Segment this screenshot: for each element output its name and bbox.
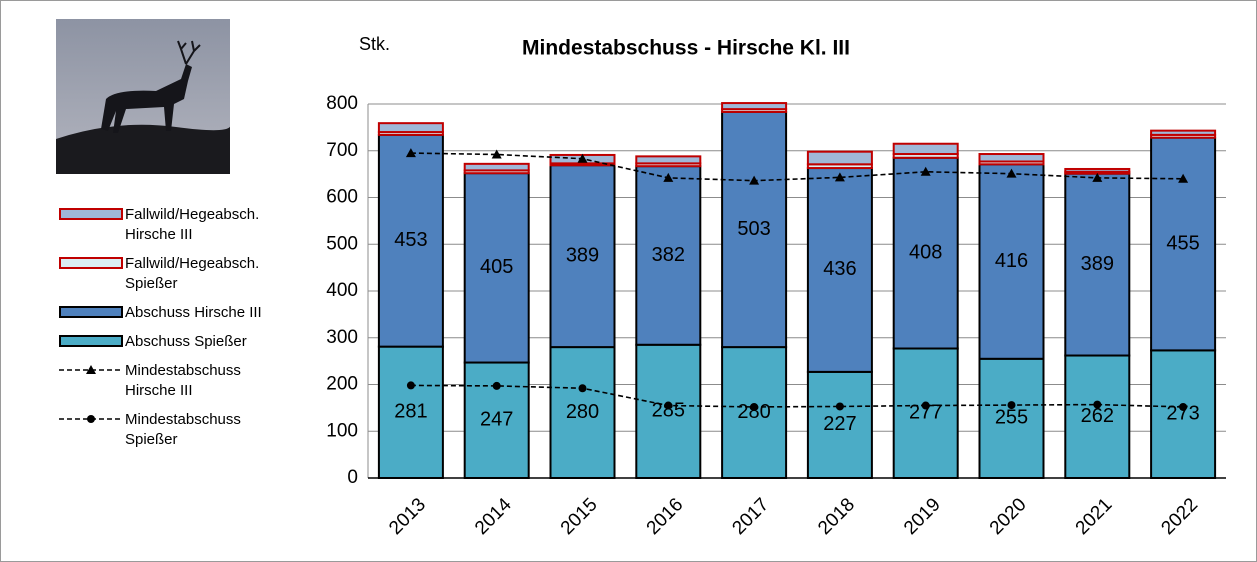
data-label: 227: [823, 413, 856, 435]
data-label: 280: [566, 401, 599, 423]
legend-swatch: [59, 207, 125, 221]
x-tick-label: 2019: [900, 494, 945, 539]
line-marker: [87, 415, 95, 423]
y-tick-label: 700: [326, 140, 358, 161]
data-label: 416: [995, 250, 1028, 272]
data-label: 247: [480, 409, 513, 431]
bar-segment: [980, 154, 1044, 161]
legend-swatch: [59, 363, 125, 377]
line-marker: [493, 382, 501, 390]
bar-segment: [1065, 169, 1129, 172]
x-tick-label: 2018: [814, 494, 859, 539]
x-tick-label: 2017: [728, 494, 773, 539]
line-marker: [579, 384, 587, 392]
x-tick-label: 2020: [986, 494, 1031, 539]
data-label: 405: [480, 256, 513, 278]
swatch: [60, 336, 122, 346]
x-tick-label: 2013: [385, 494, 430, 539]
legend-label: Fallwild/Hegeabsch. Hirsche III: [125, 205, 285, 245]
y-tick-label: 500: [326, 233, 358, 254]
bar-segment: [722, 103, 786, 109]
data-label: 382: [652, 244, 685, 266]
y-tick-label: 400: [326, 280, 358, 301]
bar-segment: [1151, 131, 1215, 135]
legend-label: Fallwild/Hegeabsch. Spießer: [125, 254, 285, 294]
data-label: 389: [1081, 253, 1114, 275]
line-marker: [836, 402, 844, 410]
data-label: 408: [909, 241, 942, 263]
x-tick-label: 2022: [1157, 494, 1202, 539]
swatch: [60, 258, 122, 268]
bar-segment: [894, 144, 958, 154]
legend-label: Mindestabschuss Hirsche III: [125, 361, 285, 401]
line-marker: [407, 381, 415, 389]
y-tick-label: 800: [326, 93, 358, 114]
line-marker: [1008, 401, 1016, 409]
legend-entry: Mindestabschuss Hirsche III: [59, 361, 285, 401]
swatch: [60, 307, 122, 317]
line-marker: [1093, 401, 1101, 409]
legend-entry: Fallwild/Hegeabsch. Hirsche III: [59, 205, 285, 245]
chart-title: Mindestabschuss - Hirsche Kl. III: [522, 37, 850, 60]
legend-entry: Abschuss Spießer: [59, 332, 285, 352]
bar-segment: [465, 164, 529, 171]
x-tick-label: 2015: [557, 494, 602, 539]
legend-label: Mindestabschuss Spießer: [125, 410, 285, 450]
legend-label: Abschuss Spießer: [125, 332, 285, 352]
x-tick-label: 2016: [643, 494, 688, 539]
swatch: [60, 209, 122, 219]
data-label: 503: [737, 218, 770, 240]
y-tick-label: 600: [326, 187, 358, 208]
data-label: 281: [394, 401, 427, 423]
line-marker: [750, 403, 758, 411]
legend-swatch: [59, 334, 125, 348]
x-tick-label: 2021: [1072, 494, 1117, 539]
y-tick-label: 100: [326, 420, 358, 441]
bar-segment: [808, 152, 872, 165]
line-marker: [664, 402, 672, 410]
line-marker: [1179, 403, 1187, 411]
y-tick-label: 300: [326, 327, 358, 348]
bar-segment: [379, 123, 443, 132]
data-label: 436: [823, 258, 856, 280]
legend-entry: Fallwild/Hegeabsch. Spießer: [59, 254, 285, 294]
y-tick-label: 200: [326, 374, 358, 395]
y-axis-label: Stk.: [359, 34, 390, 54]
legend-label: Abschuss Hirsche III: [125, 303, 285, 323]
page: Mindestabschuss - Hirsche Kl. III Stk. 0…: [0, 0, 1257, 562]
legend: Fallwild/Hegeabsch. Hirsche III Fallwild/…: [59, 205, 285, 459]
data-label: 255: [995, 407, 1028, 429]
legend-swatch: [59, 305, 125, 319]
bar-segment: [636, 156, 700, 163]
line-marker: [922, 402, 930, 410]
legend-entry: Abschuss Hirsche III: [59, 303, 285, 323]
legend-entry: Mindestabschuss Spießer: [59, 410, 285, 450]
data-label: 389: [566, 244, 599, 266]
x-tick-label: 2014: [471, 494, 516, 539]
legend-swatch: [59, 256, 125, 270]
legend-swatch: [59, 412, 125, 426]
y-tick-label: 0: [347, 467, 358, 488]
data-label: 453: [394, 229, 427, 251]
data-label: 455: [1166, 232, 1199, 254]
